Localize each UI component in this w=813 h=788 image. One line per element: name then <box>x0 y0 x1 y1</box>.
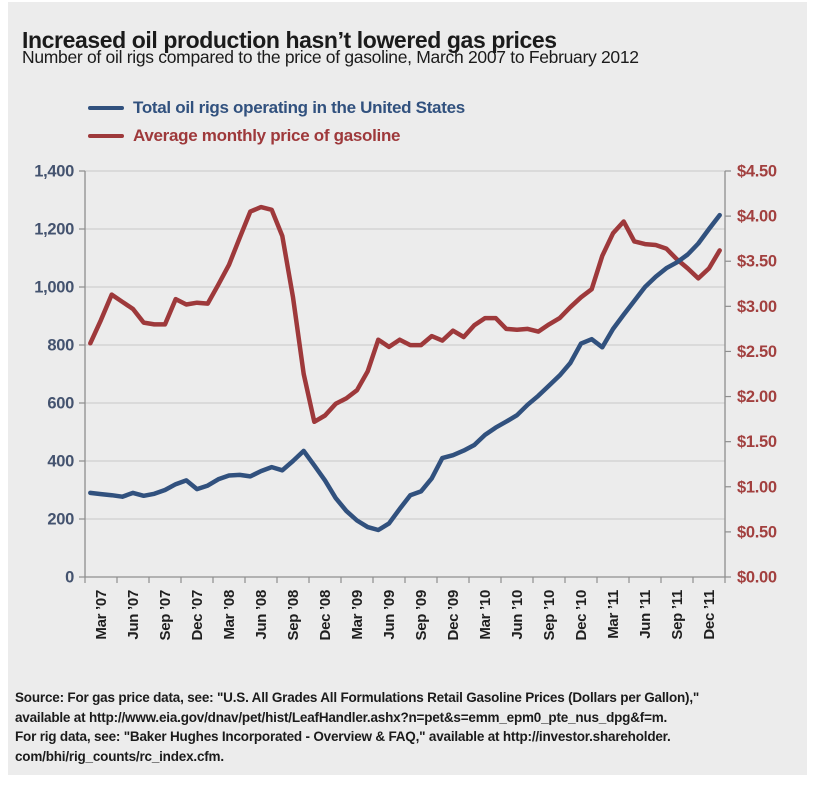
svg-text:$0.00: $0.00 <box>737 569 777 587</box>
svg-text:Jun ’10: Jun ’10 <box>509 590 526 640</box>
svg-text:600: 600 <box>47 395 74 413</box>
svg-text:$4.50: $4.50 <box>737 163 777 181</box>
svg-text:$0.50: $0.50 <box>737 523 777 541</box>
svg-text:$3.00: $3.00 <box>737 298 777 316</box>
svg-text:1,000: 1,000 <box>34 279 74 297</box>
svg-text:$2.00: $2.00 <box>737 388 777 406</box>
svg-text:$3.50: $3.50 <box>737 253 777 271</box>
svg-text:$2.50: $2.50 <box>737 343 777 361</box>
chart-title: Increased oil production hasn’t lowered … <box>22 27 557 54</box>
source-line: For rig data, see: "Baker Hughes Incorpo… <box>15 729 671 744</box>
chart-subtitle: Number of oil rigs compared to the price… <box>22 47 639 67</box>
svg-text:Sep ’10: Sep ’10 <box>541 590 558 640</box>
svg-text:Mar ’11: Mar ’11 <box>605 590 622 639</box>
svg-text:Sep ’11: Sep ’11 <box>669 590 686 640</box>
chart-panel <box>8 2 807 775</box>
legend-item-rigs: Total oil rigs operating in the United S… <box>88 94 465 122</box>
legend-label-rigs: Total oil rigs operating in the United S… <box>133 98 465 117</box>
dual-axis-line-chart: 0 200 400 600 800 1,000 1,200 1,400 $0.00 $0.50 $1… <box>34 163 777 641</box>
svg-text:Mar ’07: Mar ’07 <box>93 590 110 640</box>
legend-item-gasoline: Average monthly price of gasoline <box>88 122 465 150</box>
svg-text:0: 0 <box>65 569 74 587</box>
svg-text:Jun ’11: Jun ’11 <box>637 590 654 639</box>
svg-text:Sep ’09: Sep ’09 <box>413 590 430 640</box>
gasoline-line-swatch <box>88 133 124 139</box>
svg-text:Dec ’08: Dec ’08 <box>317 590 334 640</box>
svg-text:400: 400 <box>47 453 74 471</box>
svg-text:$1.50: $1.50 <box>737 433 777 451</box>
source-line: Source: For gas price data, see: "U.S. A… <box>15 690 700 705</box>
svg-text:Mar ’10: Mar ’10 <box>477 590 494 640</box>
svg-text:Mar ’09: Mar ’09 <box>349 590 366 640</box>
svg-text:Sep ’08: Sep ’08 <box>285 590 302 640</box>
source-line: available at http://www.eia.gov/dnav/pet… <box>15 709 668 725</box>
svg-text:800: 800 <box>47 337 74 355</box>
svg-text:1,400: 1,400 <box>34 163 74 181</box>
svg-text:Dec ’09: Dec ’09 <box>445 590 462 640</box>
source-note: Source: For gas price data, see: "U.S. A… <box>15 688 803 766</box>
source-line: com/bhi/rig_counts/rc_index.cfm. <box>15 748 224 764</box>
svg-text:Jun ’07: Jun ’07 <box>125 590 142 640</box>
svg-text:1,200: 1,200 <box>34 221 74 239</box>
svg-text:$4.00: $4.00 <box>737 208 777 226</box>
svg-text:$1.00: $1.00 <box>737 478 777 496</box>
svg-text:Dec ’11: Dec ’11 <box>701 590 718 640</box>
svg-text:200: 200 <box>47 511 74 529</box>
svg-text:Dec ’10: Dec ’10 <box>573 590 590 640</box>
legend-label-gasoline: Average monthly price of gasoline <box>133 126 401 145</box>
svg-text:Jun ’09: Jun ’09 <box>381 590 398 640</box>
rigs-line-swatch <box>88 105 124 111</box>
legend: Total oil rigs operating in the United S… <box>88 94 465 150</box>
svg-text:Sep ’07: Sep ’07 <box>157 590 174 640</box>
svg-text:Dec ’07: Dec ’07 <box>189 590 206 640</box>
svg-text:Mar ’08: Mar ’08 <box>221 590 238 640</box>
svg-text:Jun ’08: Jun ’08 <box>253 590 270 640</box>
